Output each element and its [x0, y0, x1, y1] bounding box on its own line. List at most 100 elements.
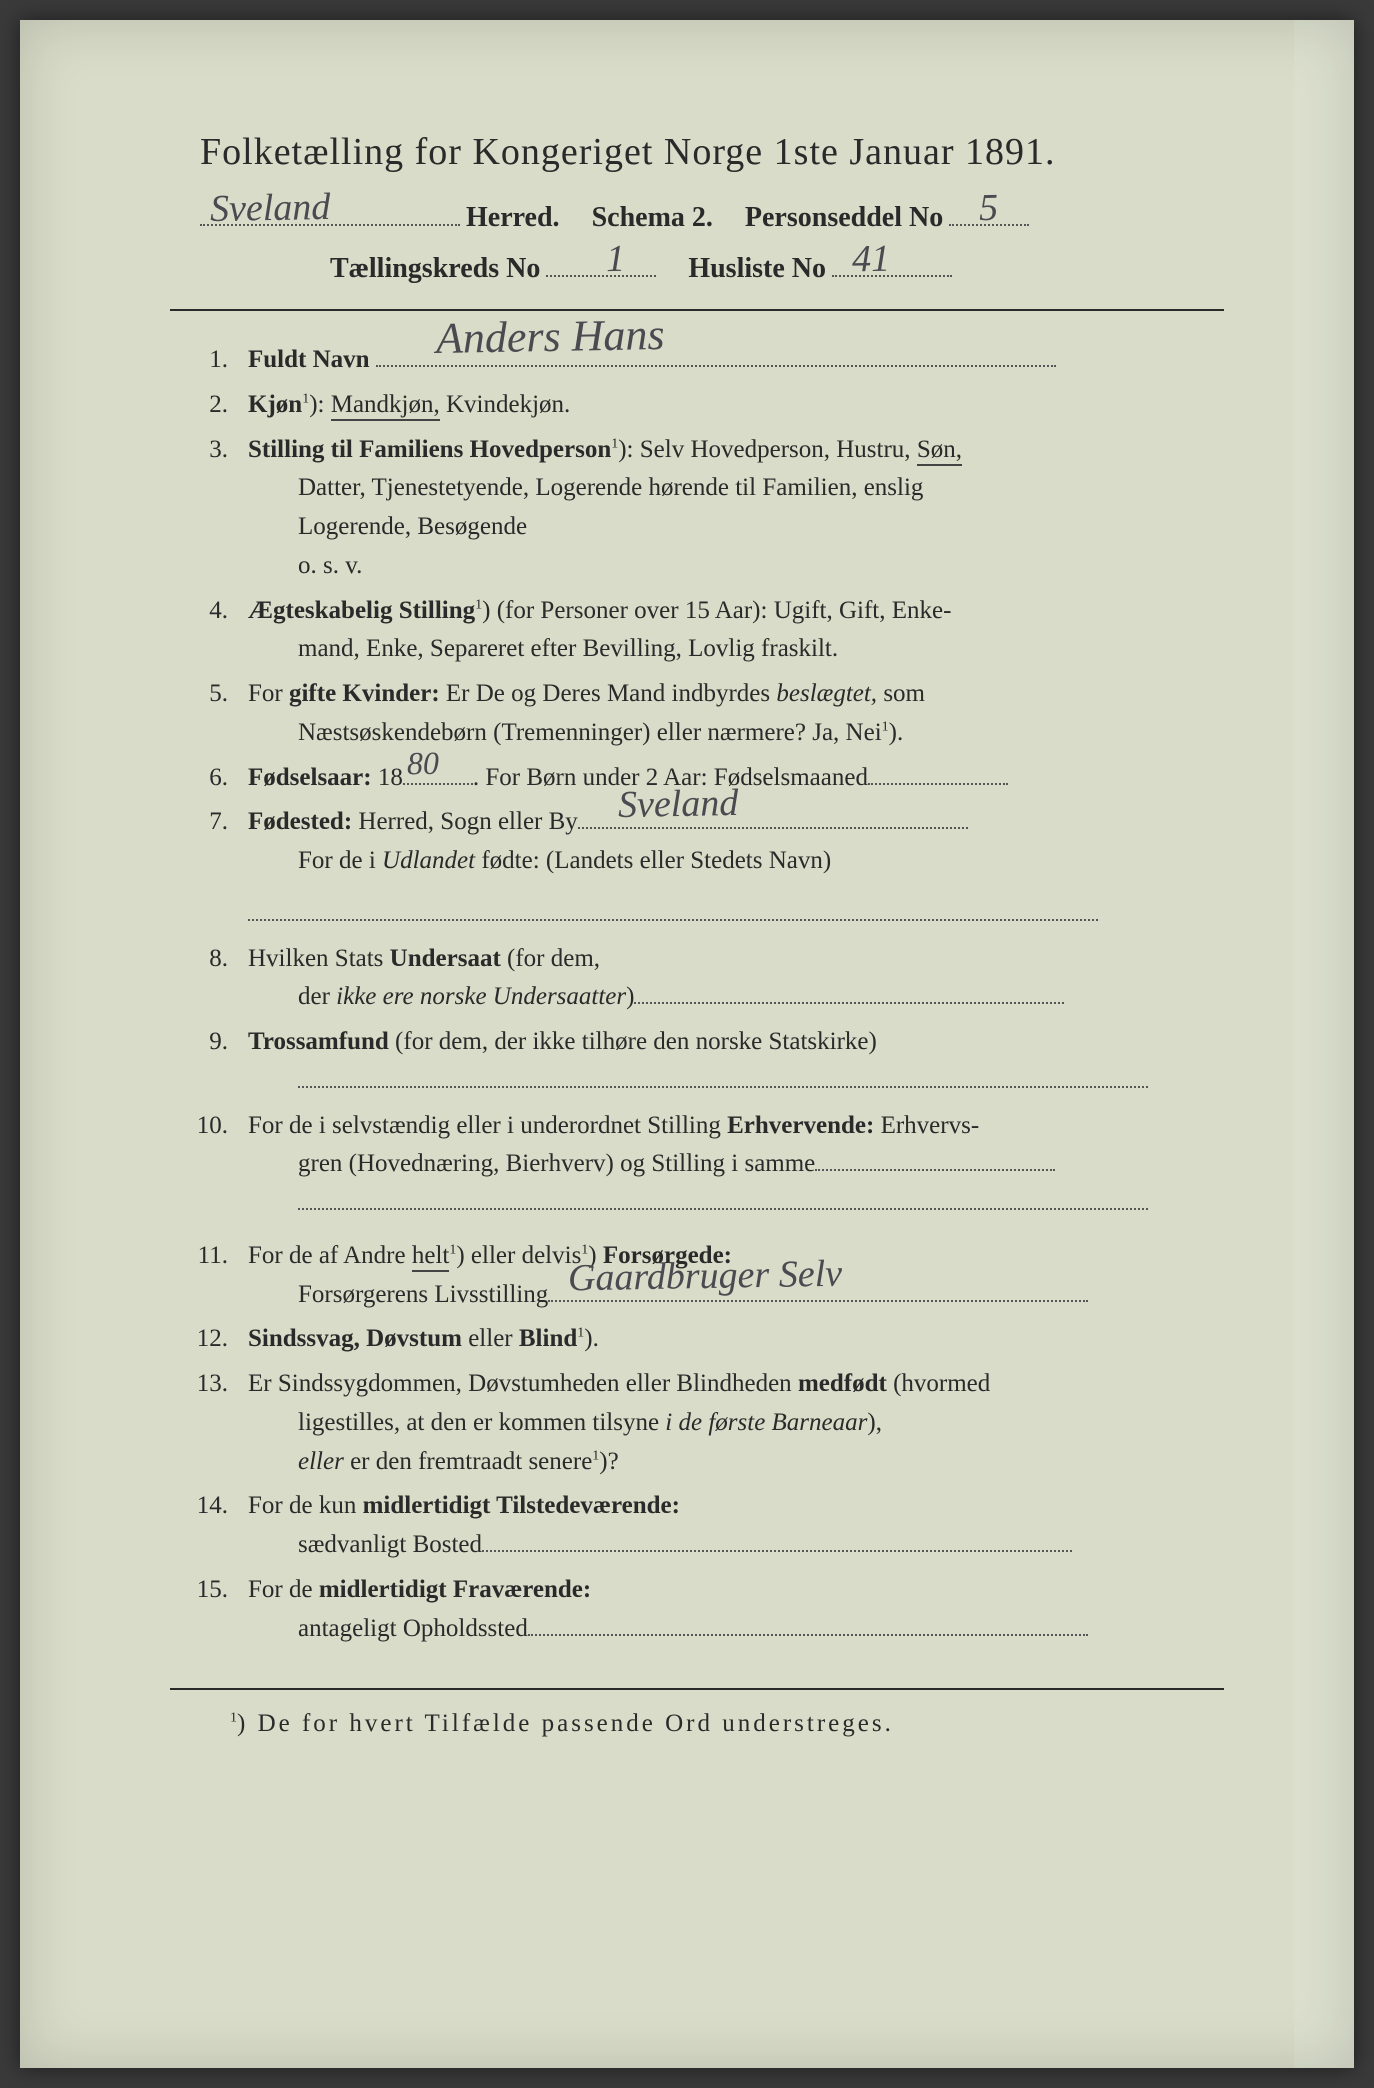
row-3-line2: Datter, Tjenestetyende, Logerende hørend…: [248, 469, 923, 508]
herred-label: Herred.: [466, 202, 560, 234]
year-field: 80: [403, 783, 473, 785]
husliste-hw: 41: [852, 237, 891, 282]
row-12-tb: ).: [584, 1325, 599, 1352]
row-13: 13. Er Sindssygdommen, Døvstumheden elle…: [180, 1365, 1224, 1481]
row-10-l1c: Erhvervs-: [874, 1112, 979, 1139]
row-11-sel: helt: [412, 1242, 450, 1272]
erhverv-field-1: [815, 1169, 1055, 1171]
row-8-l2b: ): [626, 983, 634, 1010]
row-13-content: Er Sindssygdommen, Døvstumheden eller Bl…: [248, 1365, 1224, 1481]
personseddel-hw: 5: [979, 185, 999, 229]
blank-line-1: [248, 919, 1098, 921]
row-7-blank: [180, 895, 1224, 934]
row-13-l3i: eller: [298, 1448, 344, 1475]
row-1-label: Fuldt Navn: [248, 346, 370, 373]
kreds-hw: 1: [606, 237, 626, 281]
row-5-labelb: gifte Kvinder:: [289, 680, 440, 707]
row-4: 4. Ægteskabelig Stilling1) (for Personer…: [180, 592, 1224, 670]
row-5-num: 5.: [180, 675, 248, 753]
row-12-content: Sindssvag, Døvstum eller Blind1).: [248, 1320, 1224, 1359]
header-line-2: Tællingskreds No 1 Husliste No 41: [170, 244, 1224, 286]
row-15-line2: antageligt Opholdssted: [248, 1610, 528, 1649]
row-12-label: Sindssvag, Døvstum: [248, 1325, 462, 1352]
row-5-line2b: ).: [889, 719, 904, 746]
row-5-labela: For: [248, 680, 289, 707]
row-9-num: 9.: [180, 1023, 248, 1101]
row-3-line3: Logerende, Besøgende: [248, 508, 527, 547]
row-9-content: Trossamfund (for dem, der ikke tilhøre d…: [248, 1023, 1224, 1101]
row-13-l1b: medfødt: [798, 1370, 887, 1397]
row-11-num: 11.: [180, 1237, 248, 1315]
row-3-line4: o. s. v.: [248, 547, 362, 586]
row-12: 12. Sindssvag, Døvstum eller Blind1).: [180, 1320, 1224, 1359]
schema-label: Schema 2.: [592, 202, 713, 234]
header-rule: [170, 309, 1224, 311]
row-1-num: 1.: [180, 341, 248, 380]
personseddel-field: 5: [949, 192, 1029, 226]
name-hw: Anders Hans: [435, 301, 665, 373]
row-7-num: 7.: [180, 803, 248, 881]
birthplace-field: Sveland: [578, 827, 968, 829]
row-13-l1c: (hvormed: [887, 1370, 990, 1397]
footnote-rule: [170, 1688, 1224, 1690]
row-11-l1a: For de af Andre: [248, 1242, 412, 1269]
row-10-l1a: For de i selvstændig eller i underordnet…: [248, 1112, 727, 1139]
row-12-ta: eller: [462, 1325, 519, 1352]
row-13-l2i: i de første Barneaar: [665, 1409, 867, 1436]
footnote: 1) De for hvert Tilfælde passende Ord un…: [170, 1710, 1224, 1738]
row-3: 3. Stilling til Familiens Hovedperson1):…: [180, 431, 1224, 586]
row-11: 11. For de af Andre helt1) eller delvis1…: [180, 1237, 1224, 1315]
row-11-line2: Forsørgerens Livsstilling: [248, 1276, 548, 1315]
row-15-l1b: midlertidigt Fraværende:: [319, 1576, 591, 1603]
row-9: 9. Trossamfund (for dem, der ikke tilhør…: [180, 1023, 1224, 1101]
row-8-l2a: der: [298, 983, 336, 1010]
row-1: 1. Fuldt Navn Anders Hans: [180, 341, 1224, 380]
row-7-l2i: Udlandet: [382, 847, 475, 874]
row-15-l1a: For de: [248, 1576, 319, 1603]
row-8: 8. Hvilken Stats Undersaat (for dem, der…: [180, 940, 1224, 1018]
row-7-l2b: fødte: (Landets eller Stedets Navn): [475, 847, 831, 874]
row-4-line1: ) (for Personer over 15 Aar): Ugift, Gif…: [482, 597, 951, 624]
row-9-line1: (for dem, der ikke tilhøre den norske St…: [389, 1028, 877, 1055]
row-8-num: 8.: [180, 940, 248, 1018]
row-13-l2b: ),: [867, 1409, 882, 1436]
herred-field: Sveland: [200, 192, 460, 226]
row-4-label: Ægteskabelig Stilling: [248, 597, 475, 624]
name-field: Anders Hans: [376, 365, 1056, 367]
row-3-content: Stilling til Familiens Hovedperson1): Se…: [248, 431, 1224, 586]
herred-handwriting: Sveland: [210, 185, 331, 231]
row-10: 10. For de i selvstændig eller i underor…: [180, 1107, 1224, 1223]
erhverv-field-2: [298, 1208, 1148, 1210]
row-2-num: 2.: [180, 386, 248, 425]
row-15: 15. For de midlertidigt Fraværende: anta…: [180, 1571, 1224, 1649]
row-9-label: Trossamfund: [248, 1028, 389, 1055]
header-line-1: Sveland Herred. Schema 2. Personseddel N…: [170, 192, 1224, 234]
row-13-num: 13.: [180, 1365, 248, 1481]
row-6-label: Fødselsaar:: [248, 764, 372, 791]
row-2-label: Kjøn: [248, 391, 302, 418]
row-2-text: ):: [309, 391, 331, 418]
row-10-l1b: Erhvervende:: [727, 1112, 874, 1139]
row-8-l1b: Undersaat: [390, 945, 501, 972]
row-14-l1b: midlertidigt Tilstedeværende:: [363, 1492, 680, 1519]
month-field: [868, 783, 1008, 785]
row-5-sup: 1: [882, 720, 889, 735]
year-hw: 80: [406, 739, 439, 789]
row-14: 14. For de kun midlertidigt Tilstedevære…: [180, 1487, 1224, 1565]
row-10-content: For de i selvstændig eller i underordnet…: [248, 1107, 1224, 1223]
form-body: 1. Fuldt Navn Anders Hans 2. Kjøn1): Man…: [170, 341, 1224, 1648]
row-3-sel: Søn,: [917, 436, 962, 466]
row-5-line2: Næstsøskendebørn (Tremenninger) eller næ…: [298, 719, 882, 746]
row-11-content: For de af Andre helt1) eller delvis1) Fo…: [248, 1237, 1224, 1315]
row-13-l3b: )?: [599, 1448, 618, 1475]
row-7: 7. Fødested: Herred, Sogn eller BySvelan…: [180, 803, 1224, 881]
footnote-sup: 1: [230, 1711, 237, 1726]
page-title: Folketælling for Kongeriget Norge 1ste J…: [170, 130, 1224, 174]
personseddel-label: Personseddel No: [745, 202, 943, 234]
row-5: 5. For gifte Kvinder: Er De og Deres Man…: [180, 675, 1224, 753]
row-2-content: Kjøn1): Mandkjøn, Kvindekjøn.: [248, 386, 1224, 425]
row-7-l2a: For de i: [298, 847, 382, 874]
row-8-l1c: (for dem,: [501, 945, 600, 972]
row-12-num: 12.: [180, 1320, 248, 1359]
husliste-label: Husliste No: [688, 253, 826, 285]
